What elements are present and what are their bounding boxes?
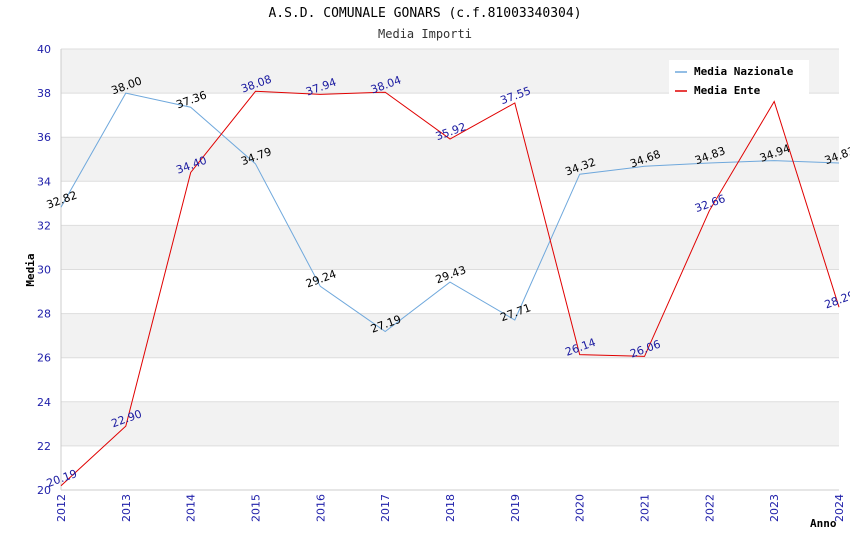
- series-line-media-nazionale: [60, 92, 840, 333]
- chart-subtitle: Media Importi: [378, 27, 472, 41]
- y-tick-label: 32: [37, 219, 51, 232]
- y-tick-labels: 20 22 24 26 28 30 32 34 36 38 40: [37, 43, 51, 497]
- y-tick-label: 26: [37, 352, 51, 365]
- y-tick-label: 30: [37, 264, 51, 277]
- grid-band: [61, 313, 839, 358]
- y-axis-label: Media: [24, 253, 37, 286]
- x-axis-label: Anno: [810, 517, 837, 530]
- x-tick-label: 2017: [379, 494, 392, 522]
- data-label: 28.29: [823, 288, 850, 311]
- y-tick-label: 40: [37, 43, 51, 56]
- x-tick-label: 2012: [55, 494, 68, 522]
- x-tick-label: 2024: [833, 494, 846, 522]
- legend: Media Nazionale Media Ente: [669, 60, 809, 100]
- series-line-media-ente: [60, 90, 840, 487]
- legend-label-media-nazionale: Media Nazionale: [694, 65, 794, 78]
- axes: [60, 49, 839, 491]
- series-lines: [60, 90, 840, 487]
- grid-band: [61, 401, 839, 446]
- y-tick-label: 20: [37, 484, 51, 497]
- legend-box: [669, 60, 809, 100]
- x-tick-label: 2019: [509, 494, 522, 522]
- x-tick-label: 2022: [703, 494, 716, 522]
- y-tick-label: 22: [37, 440, 51, 453]
- y-tick-label: 36: [37, 131, 51, 144]
- y-tick-label: 34: [37, 175, 51, 188]
- x-tick-label: 2020: [574, 494, 587, 522]
- grid-lines: [61, 48, 839, 491]
- legend-label-media-ente: Media Ente: [694, 84, 761, 97]
- x-tick-label: 2015: [250, 494, 263, 522]
- x-tick-label: 2014: [185, 494, 198, 522]
- y-tick-label: 28: [37, 308, 51, 321]
- x-tick-labels: 2012 2013 2014 2015 2016 2017 2018 2019 2020 2021…: [55, 494, 846, 522]
- x-tick-label: 2016: [314, 494, 327, 522]
- data-label: 32.82: [45, 189, 79, 212]
- x-tick-label: 2023: [768, 494, 781, 522]
- y-tick-label: 24: [37, 396, 51, 409]
- x-tick-label: 2013: [120, 494, 133, 522]
- grid-bands: [61, 49, 839, 446]
- chart-title: A.S.D. COMUNALE GONARS (c.f.81003340304): [268, 6, 582, 21]
- data-label: 20.19: [45, 467, 79, 490]
- x-tick-label: 2021: [639, 494, 652, 522]
- x-tick-label: 2018: [444, 494, 457, 522]
- data-label: 32.66: [693, 192, 727, 215]
- y-tick-label: 38: [37, 87, 51, 100]
- grid-band: [61, 225, 839, 270]
